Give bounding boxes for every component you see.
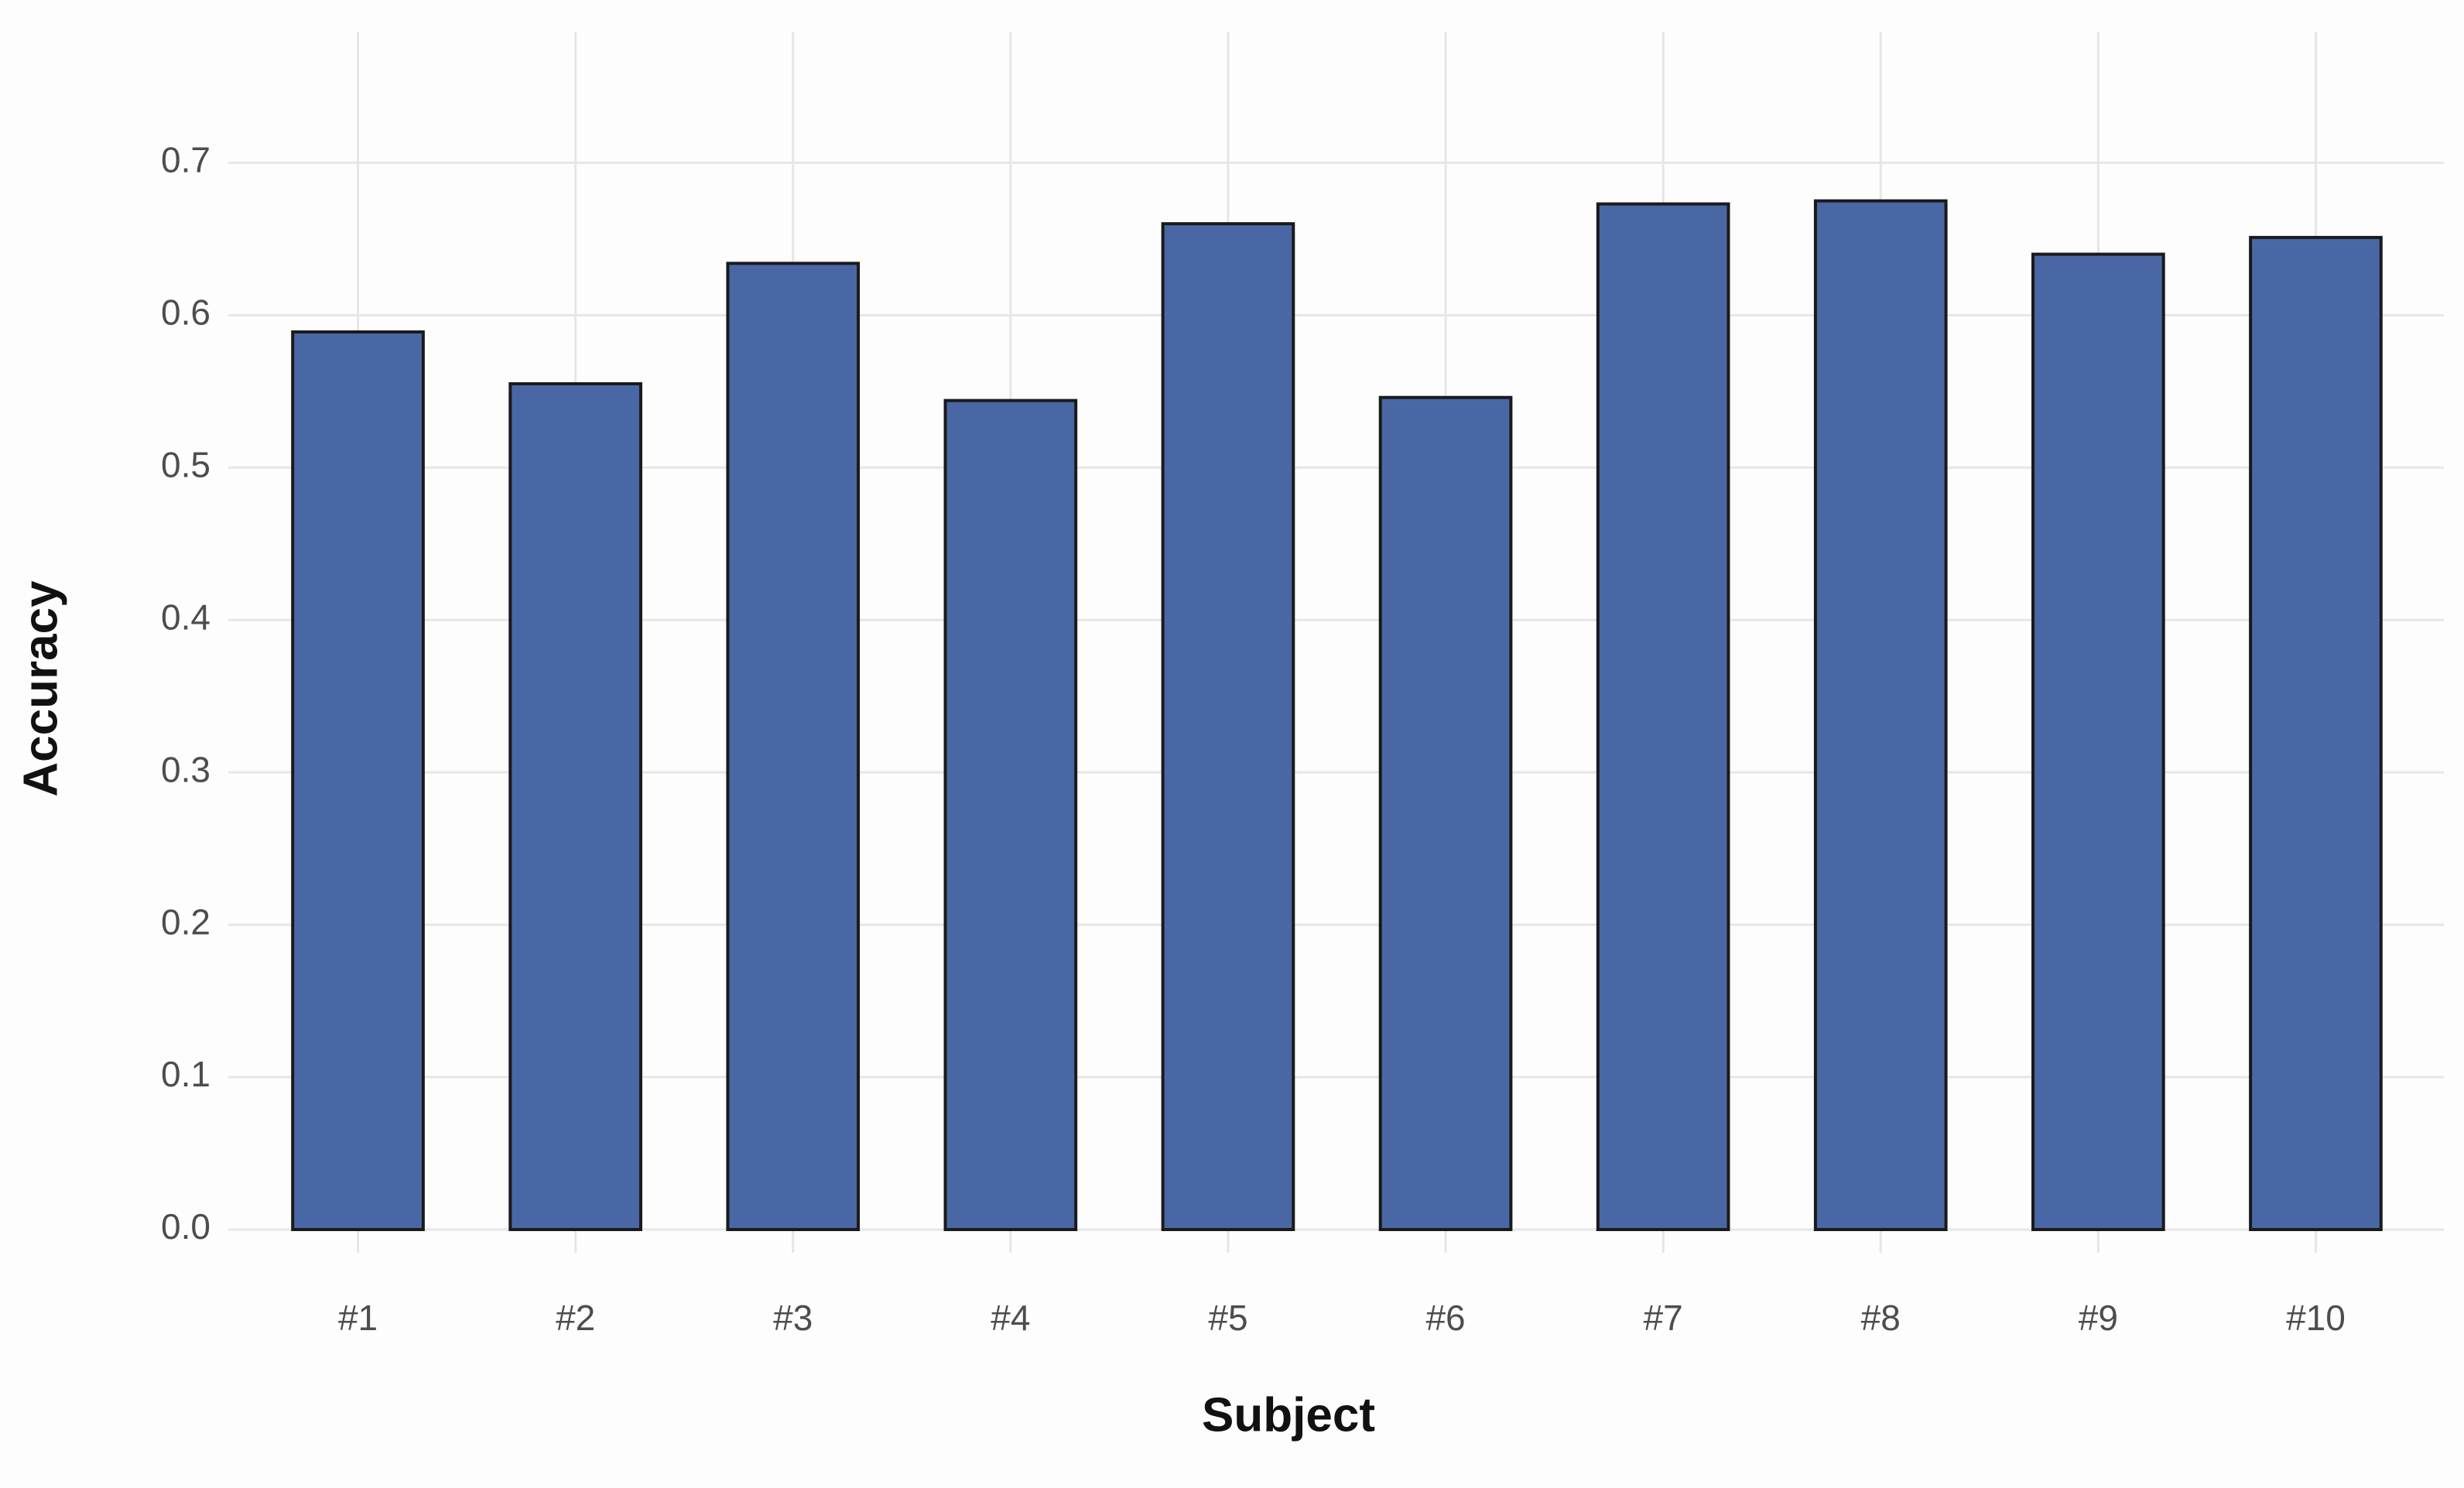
bar	[1813, 199, 1948, 1231]
x-tick-label: #9	[2079, 1298, 2118, 1338]
y-tick-label: 0.3	[161, 749, 210, 789]
x-tick-label: #2	[556, 1298, 595, 1338]
y-axis-title: Accuracy	[14, 580, 67, 797]
bar	[508, 381, 642, 1232]
y-tick-label: 0.1	[161, 1054, 210, 1094]
bar	[1378, 395, 1513, 1231]
y-tick-label: 0.2	[161, 901, 210, 942]
bar	[1596, 202, 1730, 1232]
x-tick-label: #3	[773, 1298, 813, 1338]
x-axis-title: Subject	[1202, 1388, 1375, 1442]
y-tick-label: 0.5	[161, 444, 210, 484]
x-tick-label: #8	[1861, 1298, 1901, 1338]
y-tick-label: 0.0	[161, 1206, 210, 1247]
x-tick-label: #7	[1644, 1298, 1683, 1338]
bar	[943, 399, 1078, 1231]
bar	[291, 330, 425, 1231]
y-tick-label: 0.6	[161, 292, 210, 332]
x-tick-label: #6	[1425, 1298, 1465, 1338]
x-tick-label: #5	[1208, 1298, 1247, 1338]
bar	[2249, 235, 2383, 1232]
bar	[726, 262, 861, 1231]
x-tick-label: #10	[2286, 1298, 2346, 1338]
y-tick-label: 0.4	[161, 597, 210, 637]
bar	[1161, 222, 1295, 1231]
y-tick-label: 0.7	[161, 140, 210, 180]
bar	[2031, 252, 2165, 1231]
x-tick-label: #1	[338, 1298, 378, 1338]
x-tick-label: #4	[991, 1298, 1030, 1338]
